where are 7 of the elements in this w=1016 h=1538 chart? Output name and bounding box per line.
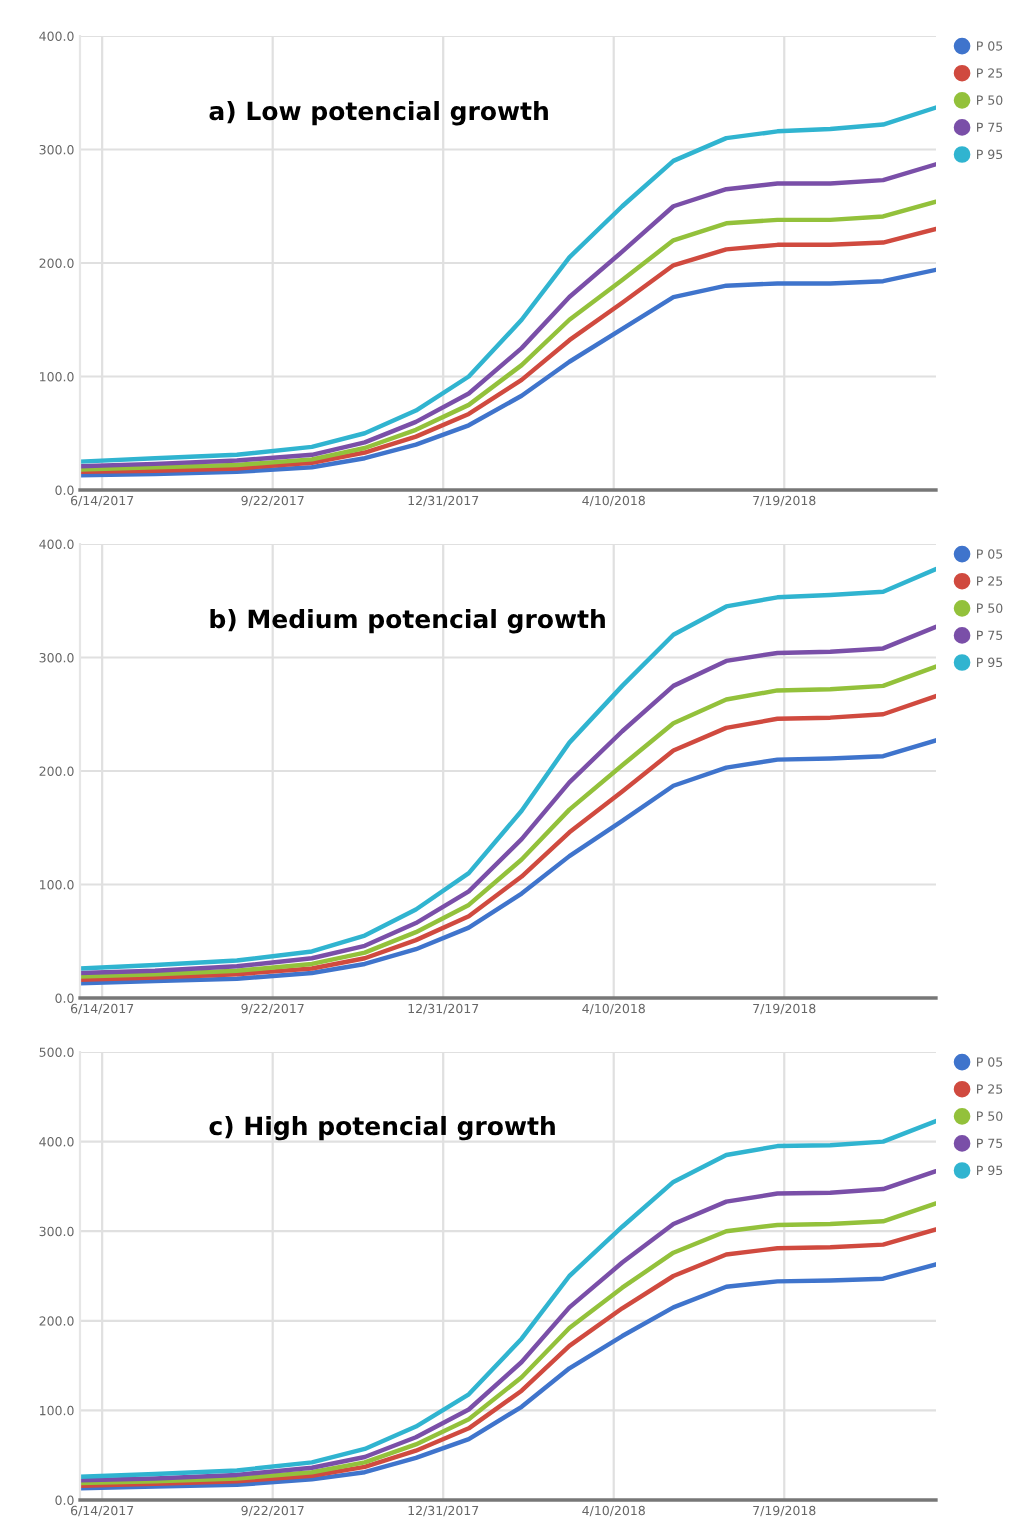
text: a) Low potencial growth [209,100,548,126]
line-series [80,738,936,986]
line-series [80,566,936,971]
line-series [80,105,936,464]
text: c) High potencial growth [209,1115,555,1141]
line-series [80,267,936,478]
text: b) Medium potencial growth [210,608,605,634]
